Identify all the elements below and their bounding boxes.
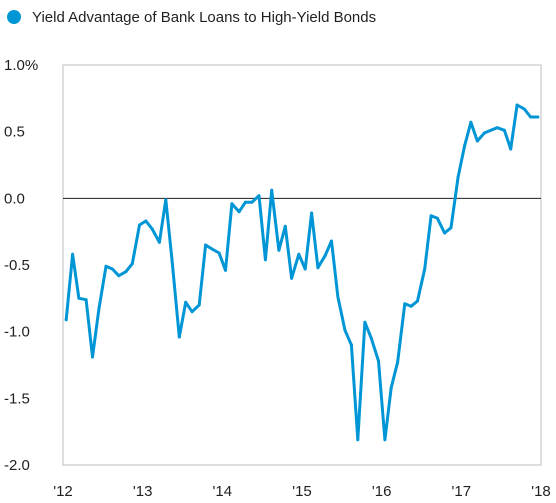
data-point — [370, 337, 373, 340]
data-point — [111, 268, 114, 271]
data-point — [204, 244, 207, 247]
data-point — [158, 241, 161, 244]
data-point — [218, 252, 221, 255]
y-tick-label: 0.0 — [4, 190, 25, 207]
data-point — [138, 224, 141, 227]
legend-marker — [7, 10, 21, 24]
data-point — [350, 344, 353, 347]
data-point — [230, 202, 233, 205]
data-point — [523, 108, 526, 111]
data-point — [270, 189, 273, 192]
data-point — [105, 265, 108, 268]
y-tick-label: -2.0 — [4, 457, 30, 474]
data-point — [131, 262, 134, 265]
data-point — [483, 132, 486, 135]
data-point — [250, 201, 253, 204]
data-point — [178, 336, 181, 339]
data-point — [476, 140, 479, 143]
data-point — [469, 121, 472, 124]
data-point — [284, 225, 287, 228]
data-point — [436, 217, 439, 220]
data-point — [344, 329, 347, 332]
data-point — [171, 260, 174, 263]
x-tick-label: '15 — [292, 483, 312, 500]
data-point — [377, 360, 380, 363]
x-axis-ticks: '12 '13 '14 '15 '16 '17 '18 — [53, 483, 551, 500]
data-point — [71, 253, 74, 256]
data-point — [290, 277, 293, 280]
data-point — [164, 198, 167, 201]
data-point — [244, 201, 247, 204]
data-point — [304, 268, 307, 271]
data-point — [516, 104, 519, 107]
data-point — [124, 270, 127, 273]
data-point — [416, 300, 419, 303]
x-tick-label: '17 — [452, 483, 472, 500]
data-point — [396, 361, 399, 364]
data-point — [264, 258, 267, 261]
data-point — [258, 194, 261, 197]
data-point — [277, 249, 280, 252]
data-point — [423, 268, 426, 271]
data-point — [184, 301, 187, 304]
data-point — [356, 438, 359, 441]
y-tick-label: 1.0% — [4, 57, 38, 74]
data-point — [310, 212, 313, 215]
data-point — [144, 220, 147, 223]
x-tick-label: '13 — [133, 483, 153, 500]
data-point — [430, 214, 433, 217]
series-line — [66, 105, 538, 440]
data-point — [390, 386, 393, 389]
series-points — [65, 104, 540, 442]
data-point — [77, 297, 80, 300]
data-point — [224, 269, 227, 272]
x-tick-label: '12 — [53, 483, 73, 500]
x-tick-label: '16 — [372, 483, 392, 500]
data-point — [509, 148, 512, 151]
data-point — [151, 228, 154, 231]
y-tick-label: -1.5 — [4, 390, 30, 407]
data-point — [324, 254, 327, 257]
data-point — [330, 240, 333, 243]
data-point — [410, 305, 413, 308]
data-point — [211, 248, 214, 251]
data-point — [536, 116, 539, 119]
data-point — [529, 116, 532, 119]
y-tick-label: -1.0 — [4, 324, 30, 341]
x-tick-label: '14 — [213, 483, 233, 500]
legend: Yield Advantage of Bank Loans to High-Yi… — [7, 9, 376, 26]
data-point — [91, 356, 94, 359]
data-point — [463, 145, 466, 148]
data-point — [65, 318, 68, 321]
y-tick-label: 0.5 — [4, 124, 25, 141]
data-point — [297, 253, 300, 256]
data-point — [383, 438, 386, 441]
data-point — [403, 302, 406, 305]
x-tick-label: '18 — [531, 483, 551, 500]
legend-label: Yield Advantage of Bank Loans to High-Yi… — [32, 9, 376, 26]
data-point — [117, 274, 120, 277]
data-point — [450, 226, 453, 229]
data-point — [238, 210, 241, 213]
data-point — [85, 298, 88, 301]
y-axis-ticks: 1.0% 0.5 0.0 -0.5 -1.0 -1.5 -2.0 — [4, 57, 38, 474]
data-point — [363, 321, 366, 324]
data-point — [191, 310, 194, 313]
data-point — [336, 296, 339, 299]
data-point — [503, 129, 506, 132]
data-point — [443, 232, 446, 235]
data-point — [316, 266, 319, 269]
data-point — [489, 129, 492, 132]
data-point — [97, 308, 100, 311]
data-point — [457, 176, 460, 179]
y-tick-label: -0.5 — [4, 257, 30, 274]
data-point — [496, 126, 499, 129]
data-point — [198, 304, 201, 307]
